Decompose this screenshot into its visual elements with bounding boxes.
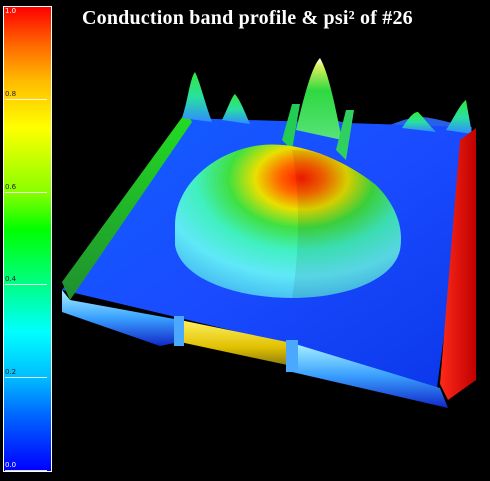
colorbar-tick-line: [5, 284, 47, 286]
right-wall: [440, 128, 476, 400]
spike-left2: [222, 94, 250, 124]
chart-title: Conduction band profile & psi² of #26: [82, 7, 413, 29]
colorbar-tick-label: 0.4: [5, 275, 17, 284]
colorbar-tick-line: [5, 191, 47, 193]
left-wall: [62, 112, 192, 300]
colorbar: [3, 6, 52, 472]
front-edge-mid: [180, 320, 292, 366]
front-edge-left: [62, 290, 180, 346]
front-edge-right: [292, 343, 448, 408]
colorbar-tick-label: 0.2: [5, 368, 17, 377]
spike-left: [182, 72, 212, 122]
spike-right2: [446, 100, 472, 134]
colorbar-tick-label: 0.0: [5, 461, 17, 469]
colorbar-tick-line: [5, 377, 47, 379]
barrier-right: [336, 110, 354, 160]
colorbar-tick-label: 0.6: [5, 182, 17, 191]
dome-shading: [292, 150, 401, 298]
spike-main: [296, 58, 342, 140]
barrier-left: [282, 104, 300, 150]
spike-right1: [402, 112, 436, 132]
colorbar-tick-line: [5, 470, 47, 471]
colorbar-tick-label: 0.8: [5, 89, 17, 98]
front-step-left: [174, 316, 184, 346]
central-dome: [175, 144, 401, 298]
colorbar-tick-line: [5, 98, 47, 100]
front-step-right: [286, 340, 298, 372]
colorbar-tick-label: 1.0: [5, 7, 17, 15]
colorbar-tick-line: [5, 6, 47, 7]
